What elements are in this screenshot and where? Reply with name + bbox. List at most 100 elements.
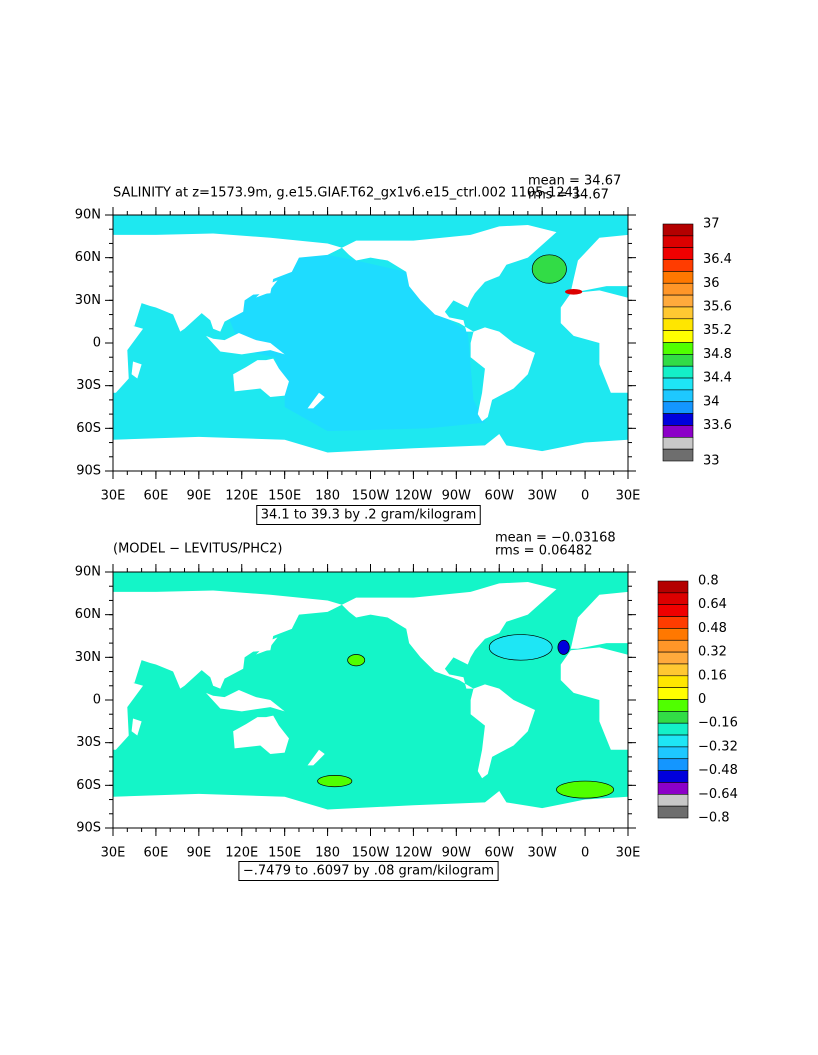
salinity-patch — [565, 288, 583, 295]
colorbar-box — [657, 746, 689, 760]
anomaly-patch — [557, 639, 570, 655]
colorbar-label: 0.64 — [698, 597, 727, 612]
y-tick-label: 60N — [75, 250, 101, 265]
contour-info-box — [238, 861, 499, 881]
colorbar-box — [657, 628, 689, 641]
colorbar-box — [657, 639, 689, 653]
x-tick-label: 30E — [616, 846, 641, 861]
colorbar-box — [657, 793, 689, 807]
x-tick-label: 30E — [101, 489, 126, 504]
x-tick-label: 90E — [186, 846, 211, 861]
x-tick-label: 30W — [527, 489, 557, 504]
colorbar-box — [662, 401, 694, 414]
map-geometry — [46, 582, 658, 828]
y-tick-label: 90N — [75, 208, 101, 223]
y-tick-label: 30S — [76, 735, 101, 750]
x-tick-label: 150W — [352, 846, 390, 861]
contour-info: 34.1 to 39.3 by .2 gram/kilogram — [261, 508, 477, 523]
y-tick-label: 30S — [76, 378, 101, 393]
rms-label: rms = 0.06482 — [495, 544, 592, 559]
x-tick-label: 180 — [315, 489, 340, 504]
colorbar-box — [657, 675, 689, 688]
colorbar-label: 33 — [703, 454, 720, 469]
colorbar-box — [657, 699, 689, 712]
x-tick-label: 60W — [485, 489, 515, 504]
map-title: (MODEL − LEVITUS/PHC2) — [113, 542, 282, 557]
x-tick-label: 0 — [581, 846, 589, 861]
x-tick-label: 30E — [616, 489, 641, 504]
x-tick-label: 120E — [225, 489, 258, 504]
anomaly-patch — [556, 780, 615, 799]
colorbar-label: 33.6 — [703, 418, 732, 433]
x-tick-label: 60W — [485, 846, 515, 861]
colorbar-box — [662, 342, 694, 355]
y-tick-label: 60N — [75, 607, 101, 622]
colorbar-box — [662, 448, 694, 462]
colorbar-label: −0.48 — [698, 763, 738, 778]
x-tick-label: 90W — [442, 489, 472, 504]
x-tick-label: 30W — [527, 846, 557, 861]
contour-info-box — [256, 505, 481, 525]
y-tick-label: 0 — [93, 693, 101, 708]
x-tick-label: 90E — [186, 489, 211, 504]
colorbar-box — [657, 651, 689, 665]
colorbar-label: 0 — [698, 692, 706, 707]
colorbar-box — [657, 770, 689, 783]
y-tick-label: 30N — [75, 293, 101, 308]
colorbar-box — [662, 259, 694, 272]
colorbar-label: −0.64 — [698, 787, 738, 802]
x-tick-label: 0 — [581, 489, 589, 504]
x-tick-label: 120W — [395, 489, 433, 504]
colorbar-box — [657, 604, 689, 617]
mean-label: mean = 34.67 — [528, 174, 621, 189]
colorbar-box — [662, 271, 694, 284]
colorbar-label: 35.2 — [703, 323, 732, 338]
x-tick-label: 120W — [395, 846, 433, 861]
anomaly-patch — [347, 654, 366, 667]
x-tick-label: 150W — [352, 489, 390, 504]
colorbar-box — [662, 223, 694, 237]
colorbar-box — [662, 436, 694, 450]
colorbar-box — [662, 354, 694, 367]
salinity-patch — [531, 254, 567, 284]
colorbar-box — [662, 247, 694, 260]
colorbar-label: 34.8 — [703, 347, 732, 362]
map-geometry — [46, 225, 658, 471]
x-tick-label: 60E — [144, 489, 169, 504]
colorbar-label: −0.8 — [698, 811, 730, 826]
rms-label: rms = 34.67 — [528, 188, 609, 203]
colorbar-label: 0.8 — [698, 574, 719, 589]
colorbar-box — [657, 758, 689, 771]
colorbar-box — [662, 318, 694, 331]
anomaly-patch — [317, 775, 353, 788]
x-tick-label: 180 — [315, 846, 340, 861]
anomaly-patch — [488, 634, 553, 661]
map-title: SALINITY at z=1573.9m, g.e15.GIAF.T62_gx… — [113, 186, 581, 201]
y-tick-label: 90S — [76, 821, 101, 836]
colorbar-box — [657, 805, 689, 819]
colorbar-label: −0.16 — [698, 716, 738, 731]
contour-info: −.7479 to .6097 by .08 gram/kilogram — [243, 864, 494, 879]
colorbar-box — [662, 413, 694, 426]
colorbar-box — [662, 389, 694, 403]
x-tick-label: 150E — [268, 489, 301, 504]
colorbar-label: −0.32 — [698, 739, 738, 754]
panels: 30E 60E 90E 120E 150E 180 150W 120W 90W 60W 30W 0 30… — [46, 174, 738, 881]
colorbar-box — [662, 282, 694, 296]
colorbar-label: 37 — [703, 217, 720, 232]
colorbar-box — [662, 425, 694, 438]
map-panel: 30E 60E 90E 120E 150E 180 150W 120W 90W 60W 30W 0 30… — [46, 531, 738, 881]
x-tick-label: 60E — [144, 846, 169, 861]
colorbar-box — [662, 330, 694, 343]
colorbar-label: 36.4 — [703, 252, 732, 267]
colorbar-box — [662, 235, 694, 249]
colorbar-box — [662, 377, 694, 391]
colorbar-box — [657, 722, 689, 736]
y-tick-label: 90N — [75, 565, 101, 580]
colorbar-box — [657, 592, 689, 605]
map-panel: 30E 60E 90E 120E 150E 180 150W 120W 90W 60W 30W 0 30… — [46, 174, 732, 525]
colorbar-box — [657, 580, 689, 594]
colorbar-label: 36 — [703, 276, 720, 291]
colorbar-label: 0.48 — [698, 621, 727, 636]
